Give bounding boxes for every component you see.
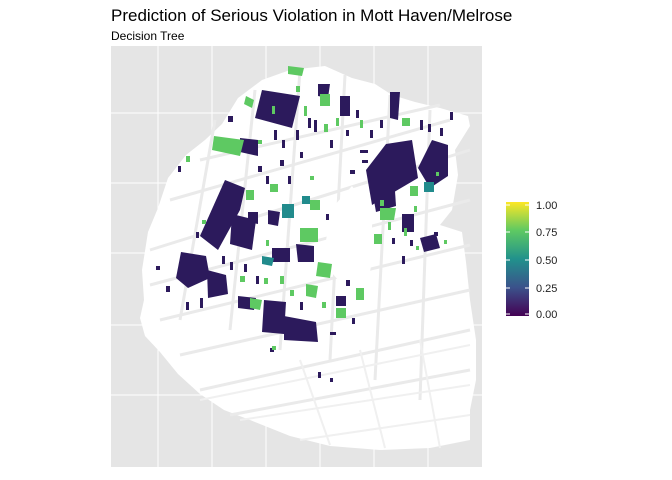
river-streets <box>199 339 471 449</box>
legend-label-1: 1.00 <box>536 200 557 212</box>
legend-label-0: 0.00 <box>536 309 557 321</box>
legend-label-075: 0.75 <box>536 227 557 239</box>
map-subtitle: Decision Tree <box>111 29 185 43</box>
teal-parcels <box>262 182 434 266</box>
legend-colorbar <box>506 202 529 316</box>
small-parcels-green <box>186 86 447 350</box>
legend-ticks <box>506 204 529 315</box>
open-space-park <box>322 186 372 290</box>
low-probability-parcels <box>176 84 448 342</box>
legend-label-050: 0.50 <box>536 255 557 267</box>
map-title: Prediction of Serious Violation in Mott … <box>111 6 513 25</box>
legend-label-025: 0.25 <box>536 283 557 295</box>
medium-probability-parcels <box>212 66 418 318</box>
